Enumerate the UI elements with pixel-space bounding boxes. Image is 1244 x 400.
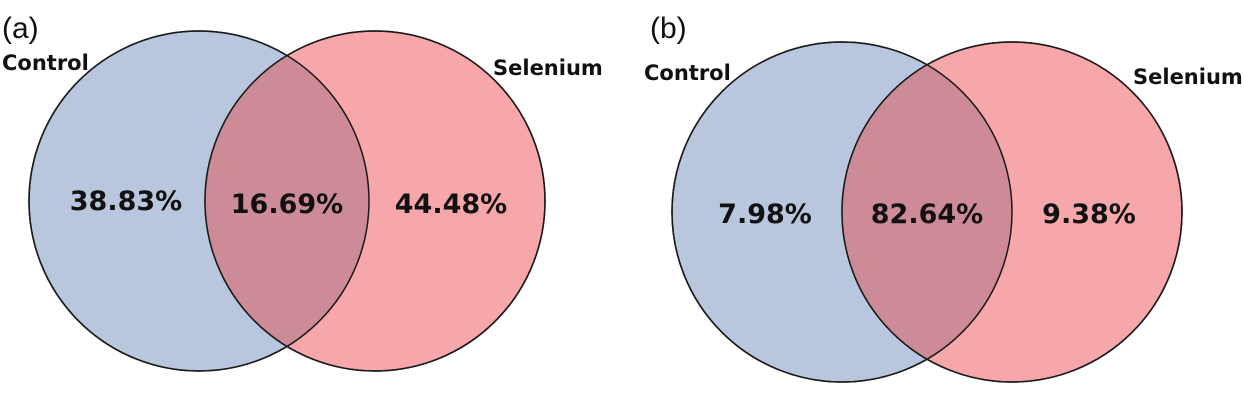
set-outline-selenium-b — [841, 41, 1183, 383]
share-overlap-a: 16.69% — [231, 189, 343, 220]
overlap-region-a — [205, 31, 369, 371]
share-control-only-a: 38.83% — [70, 186, 182, 217]
overlap-region-b — [842, 42, 1012, 382]
set-label-control-b: Control — [644, 61, 731, 85]
set-label-selenium-b: Selenium — [1133, 65, 1243, 89]
set-outline-selenium-a — [204, 30, 546, 372]
set-label-control-a: Control — [2, 51, 89, 75]
set-label-selenium-a: Selenium — [493, 56, 603, 80]
set-outline-control-b — [671, 41, 1013, 383]
share-selenium-only-a: 44.48% — [395, 189, 507, 220]
panel-label-a: (a) — [2, 12, 39, 45]
panel-label-b: (b) — [650, 12, 687, 45]
share-overlap-b: 82.64% — [871, 199, 983, 230]
venn-panel-a: (a) Control Selenium 38.83% 16.69% 44.48… — [2, 12, 603, 372]
venn-panel-b: (b) Control Selenium 7.98% 82.64% 9.38% — [644, 12, 1243, 383]
set-outline-control-a — [28, 30, 370, 372]
share-control-only-b: 7.98% — [718, 199, 812, 230]
share-selenium-only-b: 9.38% — [1042, 199, 1136, 230]
